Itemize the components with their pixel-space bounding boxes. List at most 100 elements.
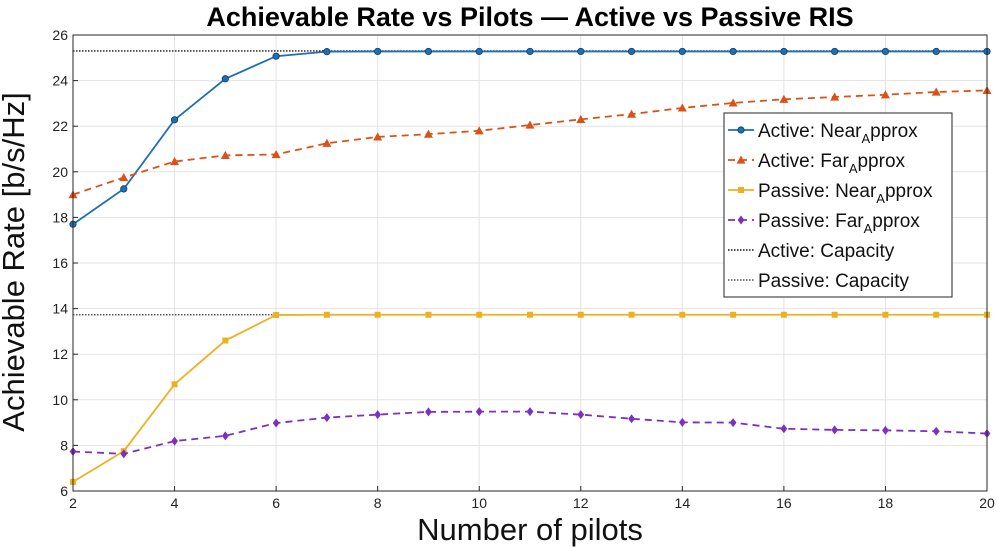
data-point	[932, 426, 940, 436]
data-point	[780, 424, 788, 434]
legend-box	[723, 112, 953, 298]
chart-title: Achievable Rate vs Pilots — Active vs Pa…	[206, 2, 853, 32]
legend-label-suffix: pprox	[872, 211, 920, 232]
data-point	[526, 407, 534, 417]
legend-label-main: Passive: Near	[758, 181, 877, 202]
y-axis-label: Achievable Rate [b/s/Hz]	[0, 92, 31, 431]
legend-label-main: Active: Far	[758, 151, 849, 172]
data-point	[880, 90, 890, 99]
legend-entry: Active: NearApprox	[728, 121, 918, 146]
data-point	[425, 407, 432, 417]
data-point	[323, 311, 330, 318]
data-point	[780, 47, 788, 56]
data-point	[120, 185, 128, 193]
data-point	[271, 149, 281, 159]
data-point	[170, 116, 179, 124]
legend-label-suffix: pprox	[885, 181, 933, 202]
data-point	[830, 92, 840, 101]
data-point	[171, 436, 178, 446]
legend-label: Active: Capacity	[758, 241, 895, 262]
data-point	[373, 132, 383, 141]
legend-label: Active: NearApprox	[758, 121, 918, 146]
data-point	[374, 311, 381, 318]
y-tick-label: 16	[52, 255, 68, 271]
data-point	[120, 449, 128, 459]
x-tick-label: 6	[272, 495, 280, 511]
data-point	[779, 94, 789, 103]
series-layer	[68, 47, 992, 485]
legend-label-subscript: A	[864, 221, 873, 236]
legend-entry: Passive: NearApprox	[728, 181, 933, 206]
data-point	[728, 98, 738, 107]
x-tick-label: 18	[878, 495, 894, 511]
data-point	[729, 418, 737, 428]
data-point	[171, 381, 178, 388]
data-point	[222, 337, 229, 344]
x-axis-label: Number of pilots	[417, 512, 643, 547]
y-tick-label: 20	[52, 164, 68, 180]
data-point	[374, 410, 382, 420]
y-tick-label: 22	[52, 118, 68, 134]
series-0	[69, 47, 991, 228]
legend-swatch-marker	[736, 155, 746, 164]
data-point	[272, 418, 280, 428]
data-point	[323, 413, 331, 423]
legend-swatch-marker	[737, 215, 745, 225]
data-point	[627, 47, 636, 56]
y-tick-label: 12	[52, 346, 68, 362]
data-point	[933, 311, 940, 318]
y-tick-label: 6	[60, 483, 68, 499]
data-point	[475, 407, 483, 417]
data-point	[576, 114, 586, 123]
y-tick-label: 18	[52, 209, 68, 225]
series-3	[69, 407, 991, 459]
legend-label-subscript: A	[861, 131, 870, 146]
data-point	[170, 157, 180, 166]
data-point	[677, 103, 687, 112]
data-point	[475, 47, 483, 56]
data-point	[831, 311, 838, 318]
data-point	[628, 414, 635, 424]
legend-label: Active: FarApprox	[758, 151, 906, 176]
legend-label: Passive: NearApprox	[758, 181, 933, 206]
legend-label-main: Active: Capacity	[758, 241, 895, 262]
data-point	[881, 47, 890, 56]
legend-label: Passive: Capacity	[758, 271, 910, 292]
legend-label-main: Active: Near	[758, 121, 862, 142]
y-tick-label: 26	[52, 27, 68, 43]
data-point	[882, 311, 889, 318]
x-tick-label: 10	[471, 495, 487, 511]
legend-entry: Active: FarApprox	[728, 151, 906, 176]
data-point	[627, 109, 637, 118]
data-point	[424, 47, 433, 56]
data-point	[322, 138, 332, 147]
x-tick-label: 20	[979, 495, 995, 511]
legend-entry: Active: Capacity	[728, 241, 895, 262]
data-point	[831, 47, 839, 56]
legend-swatch-marker	[738, 187, 744, 193]
data-point	[273, 311, 280, 318]
data-point	[932, 47, 940, 56]
data-point	[526, 47, 534, 56]
data-point	[525, 120, 535, 129]
data-point	[374, 47, 382, 56]
legend-label-suffix: pprox	[857, 151, 905, 172]
data-point	[831, 425, 839, 435]
legend-label-main: Passive: Far	[758, 211, 864, 232]
data-point	[220, 150, 230, 159]
data-point	[577, 47, 585, 56]
y-tick-label: 24	[52, 73, 68, 89]
legend-label-subscript: A	[849, 161, 858, 176]
y-tick-label: 8	[60, 437, 68, 453]
data-point	[423, 129, 433, 138]
x-tick-label: 4	[171, 495, 179, 511]
data-point	[729, 47, 737, 56]
data-point	[476, 311, 483, 318]
legend-label-main: Passive: Capacity	[758, 271, 910, 292]
data-point	[221, 431, 229, 441]
x-tick-label: 14	[675, 495, 691, 511]
legend-swatch-marker	[737, 126, 745, 134]
legend-label-suffix: pprox	[870, 121, 918, 142]
data-point	[527, 311, 533, 318]
